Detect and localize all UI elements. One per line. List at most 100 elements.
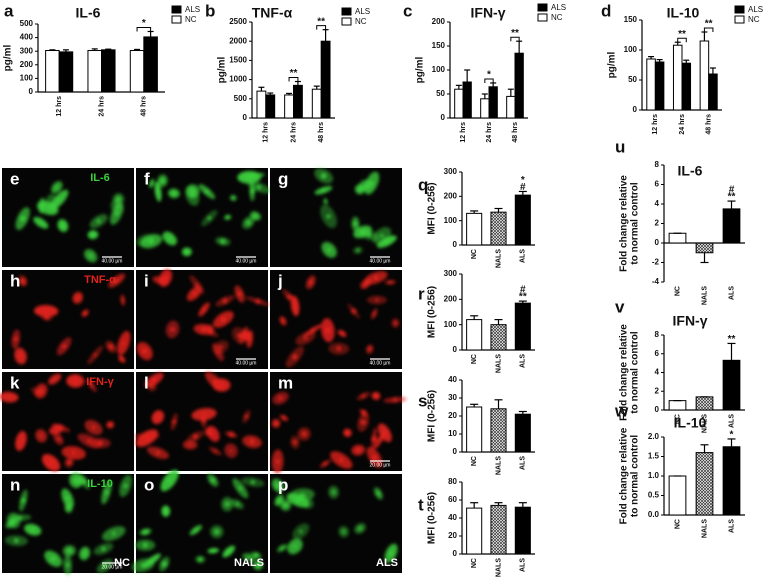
x-tick-label: ALS (520, 456, 527, 470)
cells (0, 373, 115, 472)
nucleus (230, 195, 236, 201)
panel-letter: h (10, 271, 20, 290)
bar (722, 359, 741, 411)
nucleus (184, 249, 190, 255)
nucleus (323, 199, 328, 204)
nucleus (96, 219, 101, 224)
micrograph (136, 269, 271, 369)
bar (490, 324, 507, 351)
nucleus (238, 486, 243, 491)
nucleus (113, 277, 120, 284)
y-axis-label: pg/ml (3, 44, 14, 71)
nucleus (61, 343, 67, 349)
error-bar (516, 40, 523, 54)
nucleus (71, 450, 76, 455)
nucleus (281, 415, 287, 421)
x-tick-label: 48 hrs (512, 122, 519, 143)
nucleus (220, 238, 226, 245)
nucleus (255, 298, 261, 305)
bar (668, 232, 687, 244)
x-tick-label: NALS (495, 354, 502, 373)
significance-bracket (136, 26, 152, 32)
nucleus (171, 190, 177, 196)
bar (143, 36, 158, 93)
nucleus (66, 459, 73, 466)
y-tick-label: 1500 (229, 56, 247, 65)
nucleus (300, 493, 304, 497)
x-tick-label: NALS (495, 558, 502, 577)
y-axis-label: MFI (0-256) (427, 182, 438, 234)
nucleus (299, 529, 303, 534)
panel-letter: j (277, 271, 283, 290)
y-tick-label: 500 (20, 19, 34, 28)
error-bar (464, 69, 471, 82)
nucleus (331, 490, 336, 495)
nucleus (253, 552, 259, 558)
legend-swatch (171, 5, 182, 14)
nucleus (278, 395, 283, 401)
cells (271, 478, 398, 563)
y-tick-label: 0.5 (648, 491, 660, 500)
y-axis-label: pg/ml (607, 51, 618, 78)
bar (514, 506, 531, 555)
nucleus (155, 189, 161, 194)
y-axis-label: pg/ml (415, 56, 426, 83)
bar (695, 242, 714, 254)
nucleus (107, 422, 113, 428)
column-label: NC (114, 557, 130, 569)
y-tick-label: 500 (234, 94, 248, 103)
chart-title: IL-6 (76, 5, 101, 21)
bar (722, 208, 741, 244)
nucleus (291, 354, 298, 360)
nucleus (55, 185, 59, 190)
y-axis-label: to normal control (630, 435, 641, 517)
nucleus (208, 328, 213, 332)
y-tick-label: 200 (20, 60, 34, 69)
x-tick-label: ALS (520, 558, 527, 572)
x-tick-label: 24 hrs (98, 96, 105, 117)
error-bar (700, 444, 709, 453)
nucleus (388, 280, 393, 285)
nucleus (195, 282, 199, 287)
bar (466, 507, 483, 555)
scale-label: 20.00 µm (370, 462, 391, 468)
bar (668, 475, 687, 516)
nucleus (155, 450, 161, 455)
nucleus (142, 542, 148, 548)
error-bar (258, 86, 265, 92)
nucleus (151, 377, 157, 383)
nucleus (20, 277, 26, 284)
nucleus (222, 298, 228, 304)
y-tick-label: 100 (624, 45, 638, 54)
nucleus (158, 278, 163, 283)
nucleus (210, 477, 216, 483)
y-axis-label: MFI (0-256) (427, 286, 438, 338)
nucleus (93, 353, 97, 357)
significance-mark: ** (728, 192, 736, 203)
x-tick-label: 24 hrs (679, 114, 686, 135)
x-tick-label: 12 hrs (652, 114, 659, 135)
significance-mark: ** (678, 29, 686, 40)
nucleus (163, 509, 168, 513)
legend-swatch (734, 5, 745, 14)
y-tick-label: 0 (633, 105, 638, 114)
error-bar (507, 88, 514, 97)
error-bar (322, 29, 329, 42)
chart-title: IL-10 (674, 415, 707, 431)
panel-letter: g (278, 169, 288, 188)
nucleus (65, 563, 70, 567)
x-tick-label: ALS (520, 249, 527, 263)
error-bar (62, 49, 69, 52)
error-bar (91, 48, 98, 51)
nucleus (188, 443, 192, 447)
scale-label: 40.00 µm (236, 360, 257, 366)
legend-label: ALS (355, 7, 370, 16)
nucleus (342, 529, 346, 534)
nucleus (338, 457, 344, 463)
x-tick-label: NC (674, 519, 681, 529)
row-label: IL-10 (87, 478, 113, 490)
bar (311, 88, 322, 119)
y-tick-label: 0 (243, 113, 248, 122)
nucleus (91, 425, 96, 430)
nucleus (7, 395, 11, 399)
